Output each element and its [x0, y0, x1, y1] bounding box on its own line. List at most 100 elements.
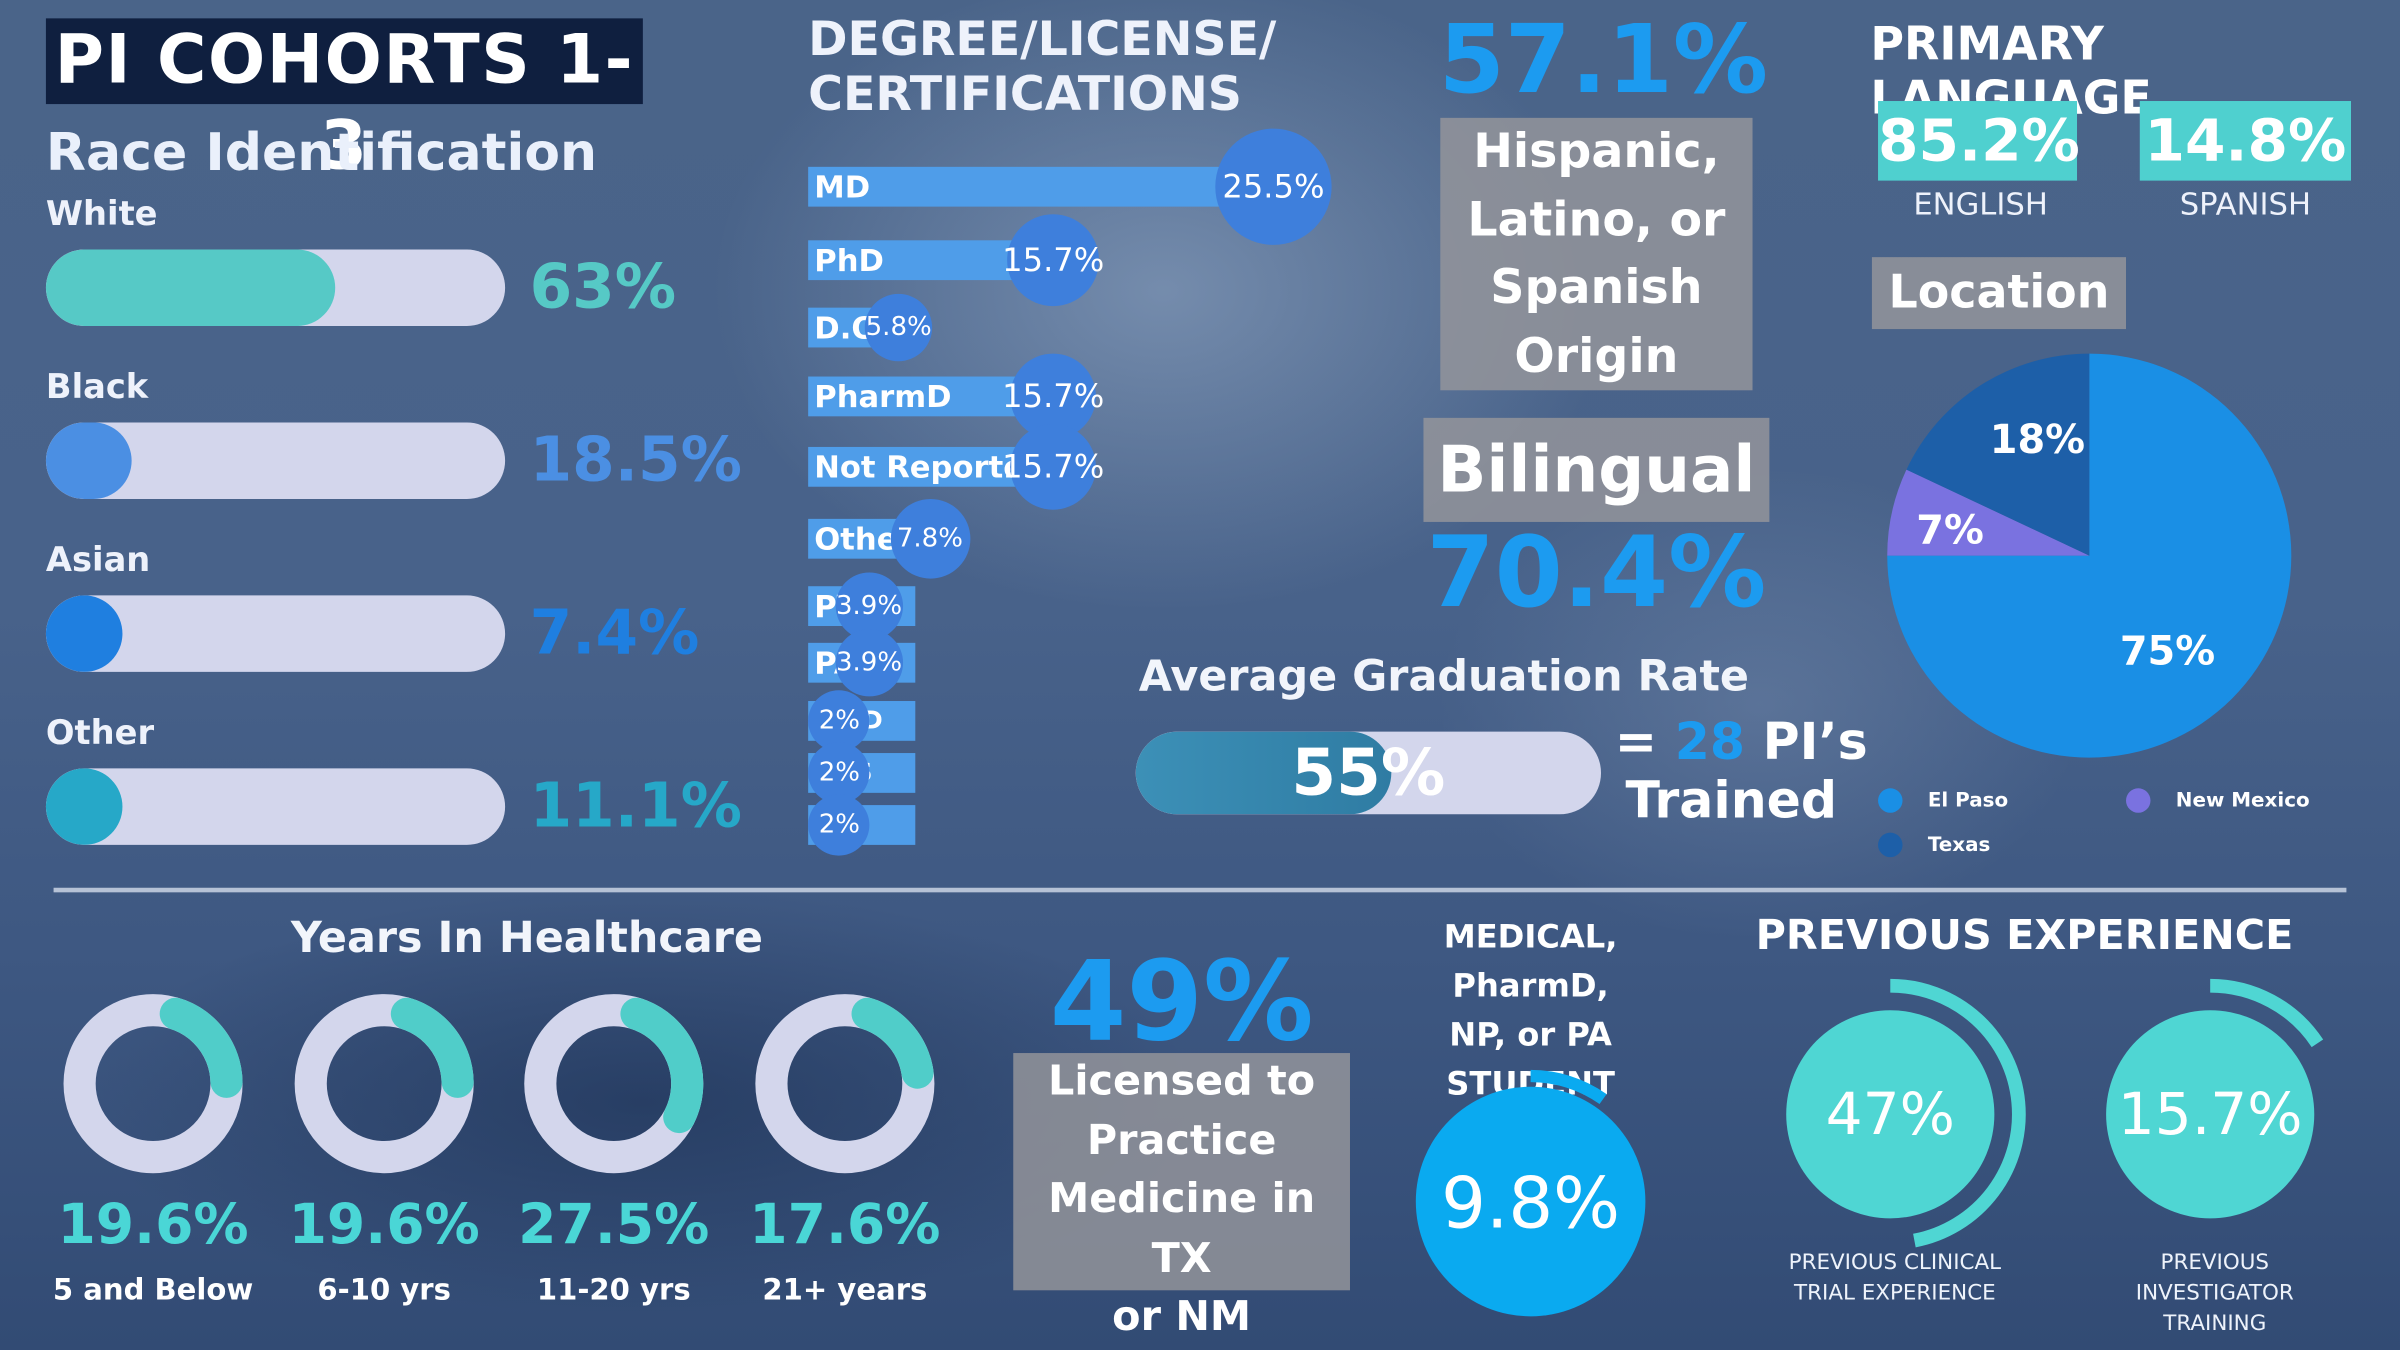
- legend-new-mexico-label: New Mexico: [2175, 789, 2310, 812]
- graduation-trained: Trained: [1625, 769, 1838, 830]
- legend-el-paso: El Paso: [1878, 788, 2009, 813]
- graduation-bar: 55%: [1135, 731, 1602, 815]
- graduation-count-suffix: PI’s: [1762, 711, 1868, 772]
- bilingual-label: Bilingual: [1423, 417, 1770, 522]
- experience-arc: [2210, 978, 2324, 1048]
- race-label: Other: [45, 714, 155, 754]
- pie-slice-new-mexico: [1887, 469, 2090, 556]
- experience-ring: 15.7%: [2106, 978, 2324, 1219]
- pie-label-texas: 18%: [1990, 417, 2085, 463]
- language-heading: PRIMARY LANGUAGE: [1870, 18, 2152, 126]
- location-heading: Location: [1871, 257, 2127, 330]
- years-value: 27.5%: [518, 1193, 710, 1257]
- race-bar-track: [45, 768, 506, 845]
- legend-el-paso-swatch: [1878, 788, 1903, 813]
- licensed-label-line-3: Medicine in TX: [1048, 1175, 1316, 1282]
- degree-value: 15.7%: [1002, 214, 1104, 307]
- hispanic-value: 57.1%: [1438, 3, 1768, 115]
- legend-new-mexico: New Mexico: [2126, 788, 2310, 813]
- degrees-heading-line-2: CERTIFICATIONS: [808, 67, 1242, 123]
- experience-value: 15.7%: [2118, 1080, 2303, 1148]
- legend-texas-label: Texas: [1927, 833, 1991, 857]
- years-label: 5 and Below: [52, 1273, 254, 1308]
- graduation-equals: =: [1614, 711, 1658, 772]
- race-bar-track: [45, 422, 506, 499]
- licensed-value: 49%: [1049, 936, 1314, 1066]
- years-label: 11-20 yrs: [536, 1273, 691, 1308]
- experience-ring: 47%: [1786, 978, 2026, 1248]
- pie-label-el-paso: 75%: [2120, 628, 2215, 674]
- experience-heading: PREVIOUS EXPERIENCE: [1755, 912, 2294, 960]
- degrees-heading-line-1: DEGREE/LICENSE/: [808, 12, 1277, 68]
- experience-label-line: TRIAL EXPERIENCE: [1794, 1281, 1996, 1306]
- graduation-bar-fill: [1135, 731, 1392, 815]
- student-arc: [1530, 1069, 1607, 1105]
- graduation-heading: Average Graduation Rate: [1138, 650, 1749, 702]
- language-english-value: 85.2%: [1878, 101, 2080, 181]
- hispanic-label-line-1: Hispanic,: [1473, 123, 1720, 180]
- degree-label: PhD: [814, 241, 884, 279]
- race-label: Black: [45, 368, 149, 408]
- years-ring: [755, 994, 935, 1174]
- hispanic-label-line-4: Origin: [1514, 328, 1679, 384]
- student-ring: 9.8%: [1415, 1069, 1646, 1317]
- experience-label-line: PREVIOUS CLINICAL: [1788, 1250, 2002, 1275]
- degree-value: 3.9%: [835, 629, 903, 697]
- years-ring-arc: [159, 997, 243, 1098]
- years-label: 6-10 yrs: [317, 1273, 451, 1308]
- years-ring: [524, 994, 704, 1174]
- pie-slice-texas: [1906, 353, 2090, 556]
- licensed-label-box: Licensed to Practice Medicine in TX or N…: [1013, 1053, 1350, 1341]
- degree-bar: PhD: [808, 240, 1054, 281]
- degree-value: 2%: [808, 794, 870, 856]
- graduation-value: 55%: [1291, 734, 1446, 810]
- years-ring: [63, 994, 243, 1174]
- years-label: 21+ years: [762, 1273, 928, 1308]
- graduation-count-line: = 28 PI’s: [1615, 712, 1868, 772]
- degree-value: 5.8%: [865, 293, 933, 362]
- student-value: 9.8%: [1441, 1163, 1620, 1245]
- bilingual-value: 70.4%: [1426, 517, 1767, 631]
- language-english-label: ENGLISH: [1913, 185, 2048, 222]
- legend-texas-swatch: [1878, 832, 1903, 858]
- experience-arc: [1890, 978, 2026, 1248]
- race-bar-track: [45, 249, 506, 327]
- years-ring-arc: [390, 997, 474, 1098]
- degree-label: Not Reported: [814, 448, 1046, 486]
- experience-value: 47%: [1826, 1080, 1955, 1148]
- legend-el-paso-label: El Paso: [1927, 789, 2009, 812]
- experience-label: PREVIOUS CLINICAL TRIAL EXPERIENCE: [1765, 1247, 2025, 1308]
- years-value: 19.6%: [288, 1193, 480, 1257]
- race-value: 11.1%: [529, 771, 743, 842]
- race-bar-fill: [45, 595, 123, 672]
- years-ring: [294, 994, 474, 1174]
- legend-new-mexico-swatch: [2126, 788, 2151, 813]
- degree-value: 25.5%: [1215, 128, 1332, 245]
- student-heading-line-2: NP, or PA: [1449, 1016, 1612, 1054]
- licensed-label-line-1: Licensed to: [1048, 1057, 1316, 1106]
- student-circle: [1415, 1086, 1646, 1317]
- race-label: White: [45, 195, 158, 235]
- experience-label: PREVIOUS INVESTIGATOR TRAINING: [2085, 1247, 2345, 1339]
- race-value: 7.4%: [529, 598, 700, 669]
- race-bar-fill: [45, 768, 123, 845]
- race-heading: Race Identification: [45, 122, 598, 184]
- language-spanish-label: SPANISH: [2179, 185, 2312, 222]
- student-heading-line-1: MEDICAL, PharmD,: [1443, 918, 1618, 1005]
- years-ring-arc: [851, 997, 934, 1089]
- location-pie: 75% 18% 7%: [1887, 353, 2292, 758]
- experience-circle: [1786, 1010, 1995, 1219]
- race-value: 63%: [529, 252, 677, 323]
- race-value: 18.5%: [529, 425, 743, 496]
- experience-label-line: TRAINING: [2163, 1311, 2267, 1337]
- race-bar-fill: [45, 422, 131, 499]
- hispanic-label-line-3: Spanish: [1490, 260, 1703, 316]
- pie-slice-el-paso: [1887, 353, 2292, 758]
- experience-circle: [2106, 1010, 2315, 1219]
- pie-label-new-mexico: 7%: [1916, 507, 1984, 553]
- race-bar-fill: [45, 249, 336, 327]
- degree-value: 15.7%: [1002, 423, 1104, 510]
- experience-label-line: PREVIOUS INVESTIGATOR: [2135, 1250, 2294, 1306]
- degree-bar: MD: [808, 166, 1268, 207]
